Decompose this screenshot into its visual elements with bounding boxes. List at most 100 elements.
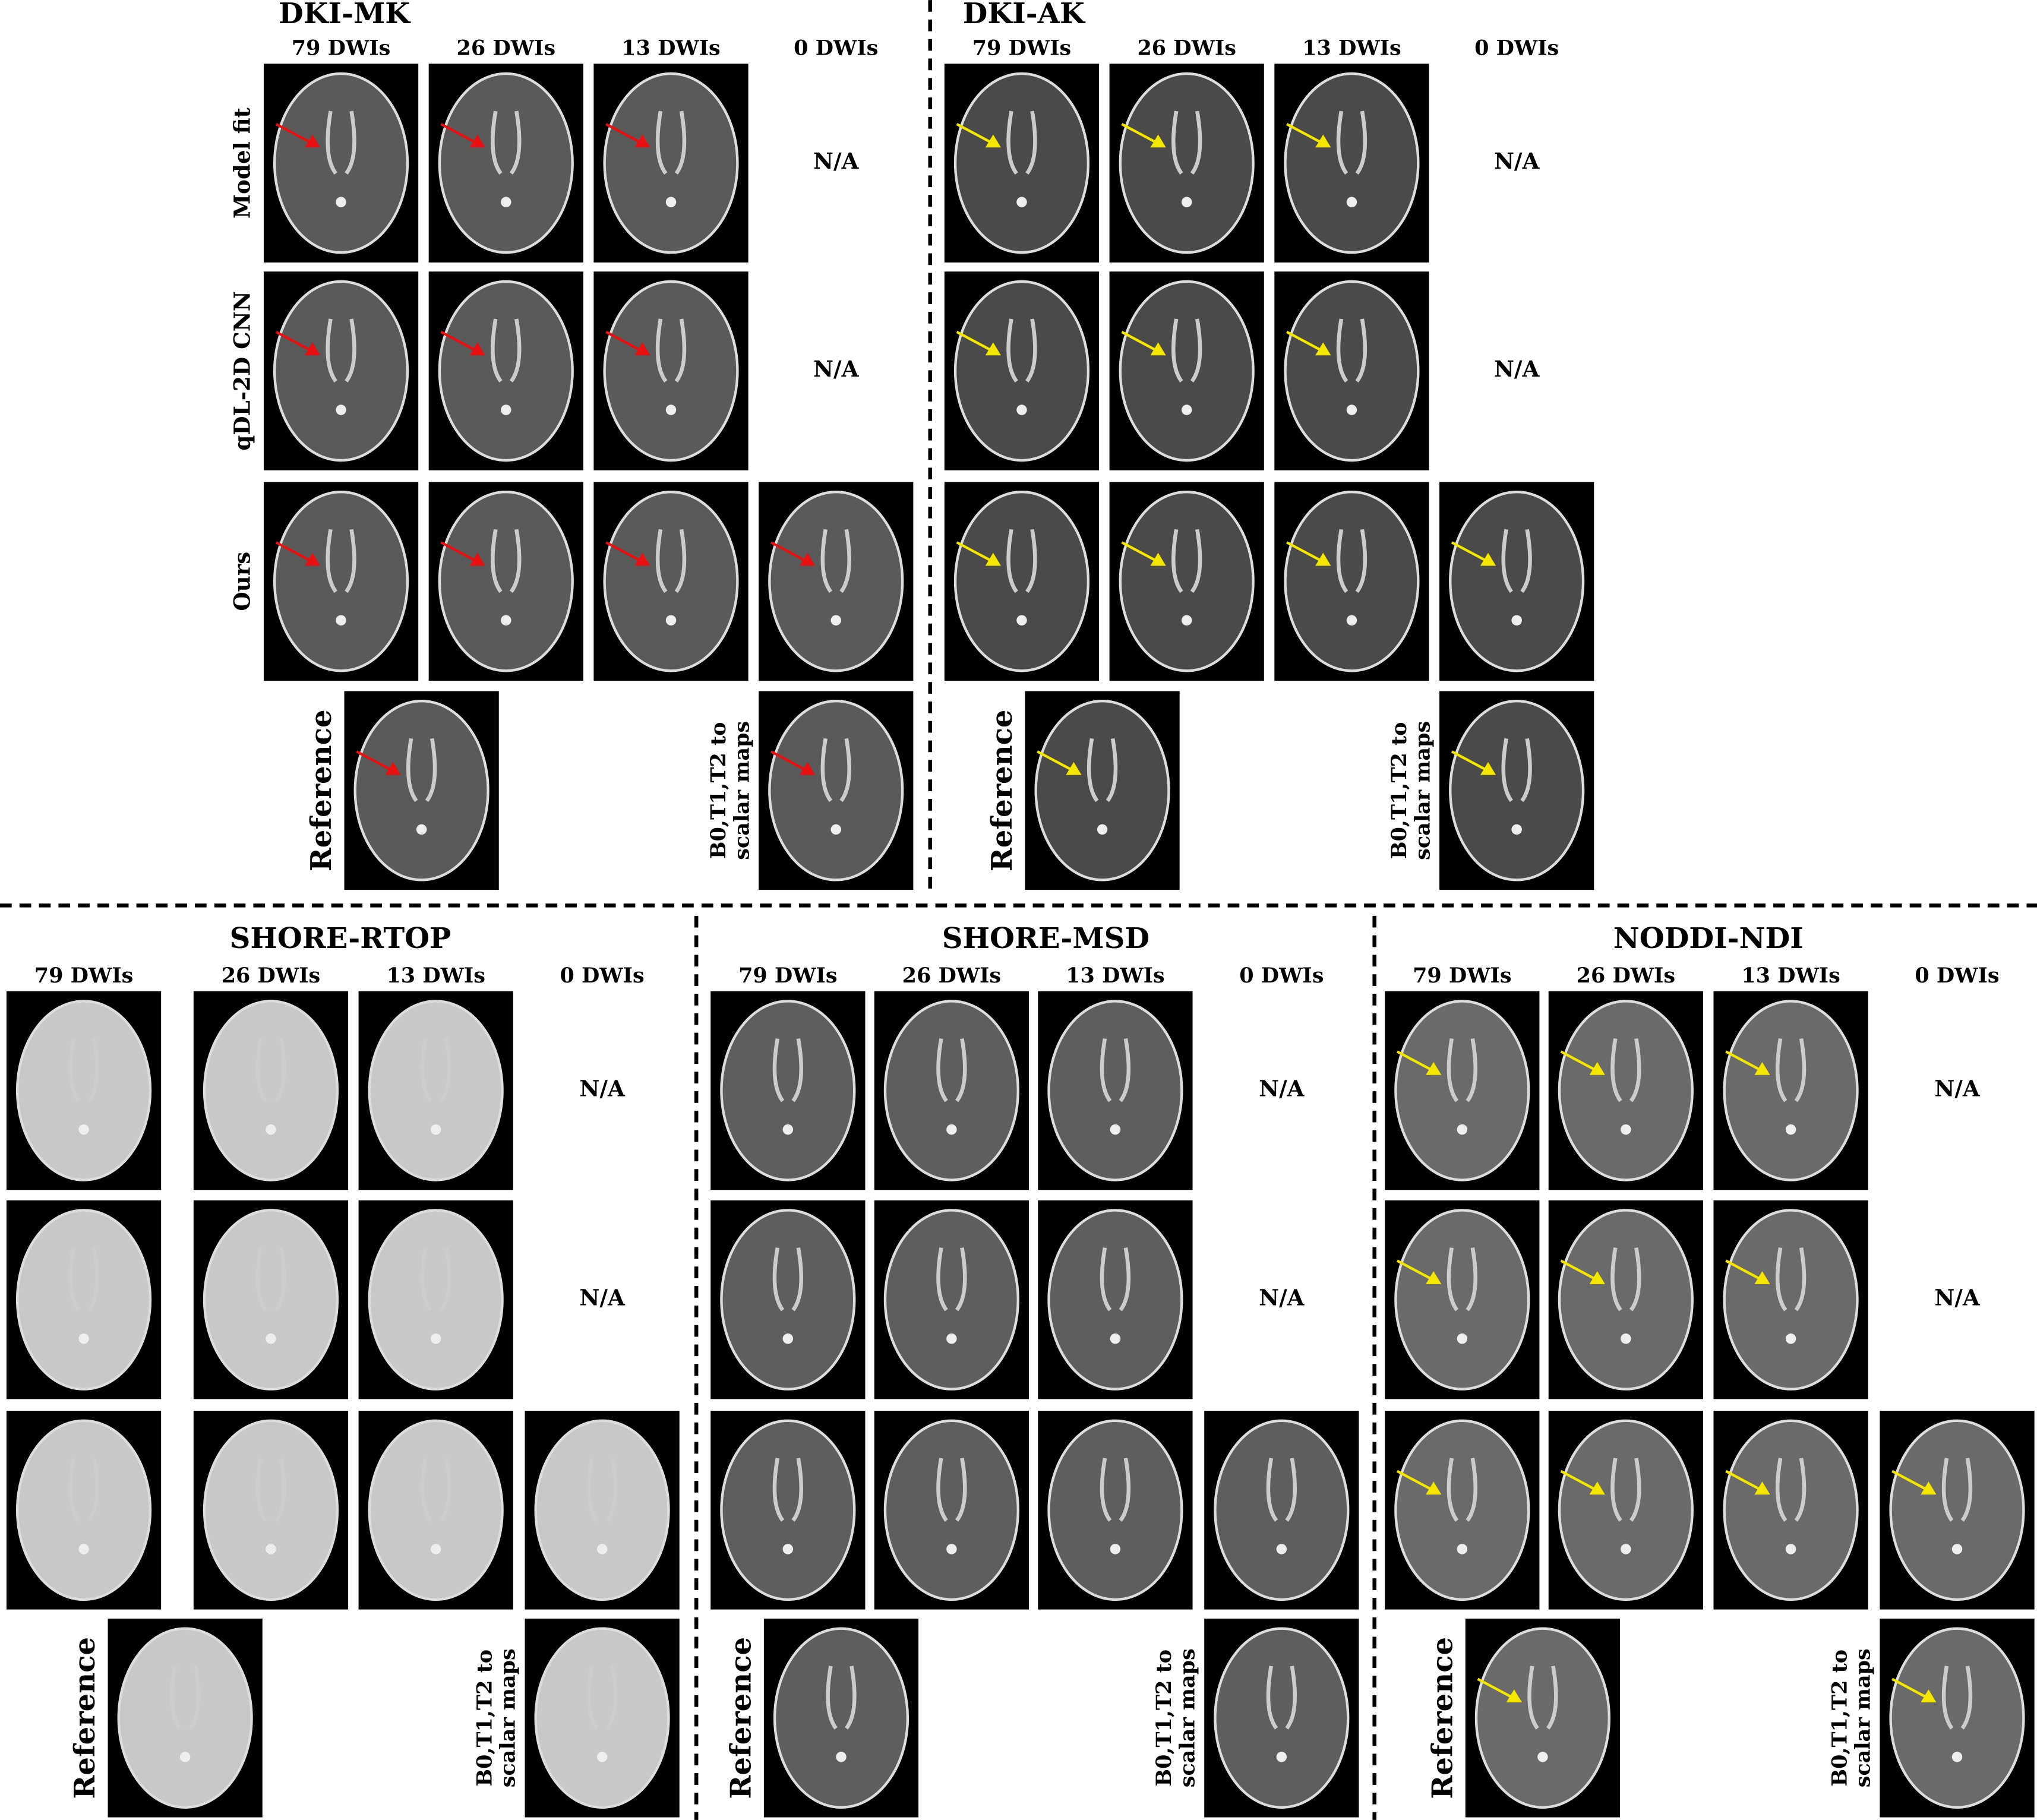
- row-label: qDL-2D CNN: [229, 291, 255, 450]
- brain-image: [1109, 271, 1264, 470]
- not-available: N/A: [813, 148, 860, 174]
- ventricle: [1006, 318, 1037, 383]
- brain: [883, 1209, 1019, 1391]
- spot: [501, 615, 511, 626]
- brain: [603, 280, 739, 462]
- brain: [1047, 1209, 1183, 1391]
- arrow-head: [1315, 134, 1331, 148]
- column-header: 79 DWIs: [972, 36, 1071, 61]
- column-header: 26 DWIs: [1137, 36, 1236, 61]
- arrow-head: [1921, 1689, 1937, 1702]
- brain-image: [1038, 1200, 1193, 1399]
- column-header: 13 DWIs: [1302, 36, 1401, 61]
- spot: [830, 824, 841, 835]
- spot: [1621, 1124, 1631, 1135]
- brain: [1119, 490, 1255, 672]
- ventricle: [326, 110, 356, 175]
- brain-image: [944, 64, 1100, 263]
- b0-label: scalar maps: [1175, 1648, 1199, 1787]
- brain-image: [263, 271, 419, 470]
- ventricle: [1775, 1247, 1807, 1312]
- b0-label: scalar maps: [1851, 1648, 1875, 1787]
- brain-image: [759, 691, 914, 890]
- spot: [1785, 1544, 1796, 1554]
- brain: [1284, 72, 1420, 254]
- brain-image: [1548, 1200, 1703, 1399]
- column-header: 26 DWIs: [222, 963, 320, 988]
- arrow-head: [1754, 1061, 1770, 1075]
- ventricle: [936, 1247, 967, 1312]
- ventricle: [772, 1038, 804, 1102]
- brain-image: [1439, 482, 1594, 681]
- brain: [603, 490, 739, 672]
- spot: [501, 405, 511, 415]
- arrow-head: [304, 552, 321, 566]
- brain: [203, 1000, 339, 1181]
- brain: [953, 72, 1090, 254]
- spot: [430, 1333, 441, 1344]
- arrow-head: [1426, 1061, 1442, 1075]
- spot: [1457, 1544, 1468, 1554]
- brain-image: [6, 991, 162, 1190]
- ventricle: [1527, 1666, 1558, 1730]
- spot: [596, 1544, 608, 1554]
- brain: [1214, 1419, 1350, 1601]
- brain: [768, 490, 904, 672]
- column-header: 26 DWIs: [457, 36, 555, 61]
- spot: [1110, 1333, 1121, 1344]
- arrow-head: [385, 762, 401, 775]
- brain: [273, 280, 409, 462]
- column-header: 13 DWIs: [1741, 963, 1840, 988]
- ventricle: [1941, 1666, 1973, 1730]
- arrow-head: [469, 134, 485, 148]
- brain: [1047, 1000, 1183, 1181]
- brain: [768, 700, 904, 881]
- arrow-head: [1589, 1271, 1605, 1284]
- ventricle: [1100, 1038, 1131, 1102]
- ventricle: [1610, 1038, 1641, 1102]
- panel-title: DKI-MK: [279, 0, 411, 30]
- not-available: N/A: [1494, 148, 1540, 174]
- brain: [438, 490, 574, 672]
- brain-image: [358, 991, 513, 1190]
- spot: [78, 1333, 89, 1344]
- ventricle: [772, 1247, 804, 1312]
- arrow-head: [1426, 1481, 1442, 1495]
- brain: [1119, 72, 1255, 254]
- ventricle: [421, 1038, 451, 1102]
- brain: [203, 1209, 339, 1391]
- spot: [1016, 405, 1027, 415]
- brain-image: [1038, 1411, 1193, 1610]
- arrow-head: [1754, 1481, 1770, 1495]
- brain-image: [1713, 1200, 1868, 1399]
- brain: [1723, 1000, 1859, 1181]
- ventricle: [1006, 529, 1037, 593]
- spot: [336, 405, 346, 415]
- spot: [78, 1124, 89, 1135]
- spot: [782, 1333, 794, 1344]
- spot: [336, 197, 346, 207]
- arrow-head: [1315, 342, 1331, 356]
- brain-image: [525, 1411, 680, 1610]
- brain: [438, 72, 574, 254]
- brain: [534, 1419, 670, 1601]
- spot: [1951, 1752, 1963, 1762]
- ventricle: [491, 529, 522, 593]
- brain-image: [593, 271, 749, 470]
- brain-image: [1274, 271, 1429, 470]
- brain-image: [710, 991, 866, 1190]
- brain-image: [525, 1618, 680, 1818]
- brain-image: [944, 271, 1100, 470]
- arrow-head: [469, 342, 485, 356]
- reference-label: Reference: [68, 1637, 102, 1799]
- b0-label: B0,T1,T2 to: [1827, 1650, 1852, 1787]
- ventricle: [820, 529, 851, 593]
- spot: [782, 1544, 794, 1554]
- brain: [1723, 1419, 1859, 1601]
- brain-image: [1109, 482, 1264, 681]
- column-header: 0 DWIs: [794, 36, 878, 61]
- panel-title: SHORE-RTOP: [230, 922, 451, 955]
- ventricle: [655, 529, 687, 593]
- brain: [1558, 1000, 1694, 1181]
- ventricle: [255, 1247, 286, 1312]
